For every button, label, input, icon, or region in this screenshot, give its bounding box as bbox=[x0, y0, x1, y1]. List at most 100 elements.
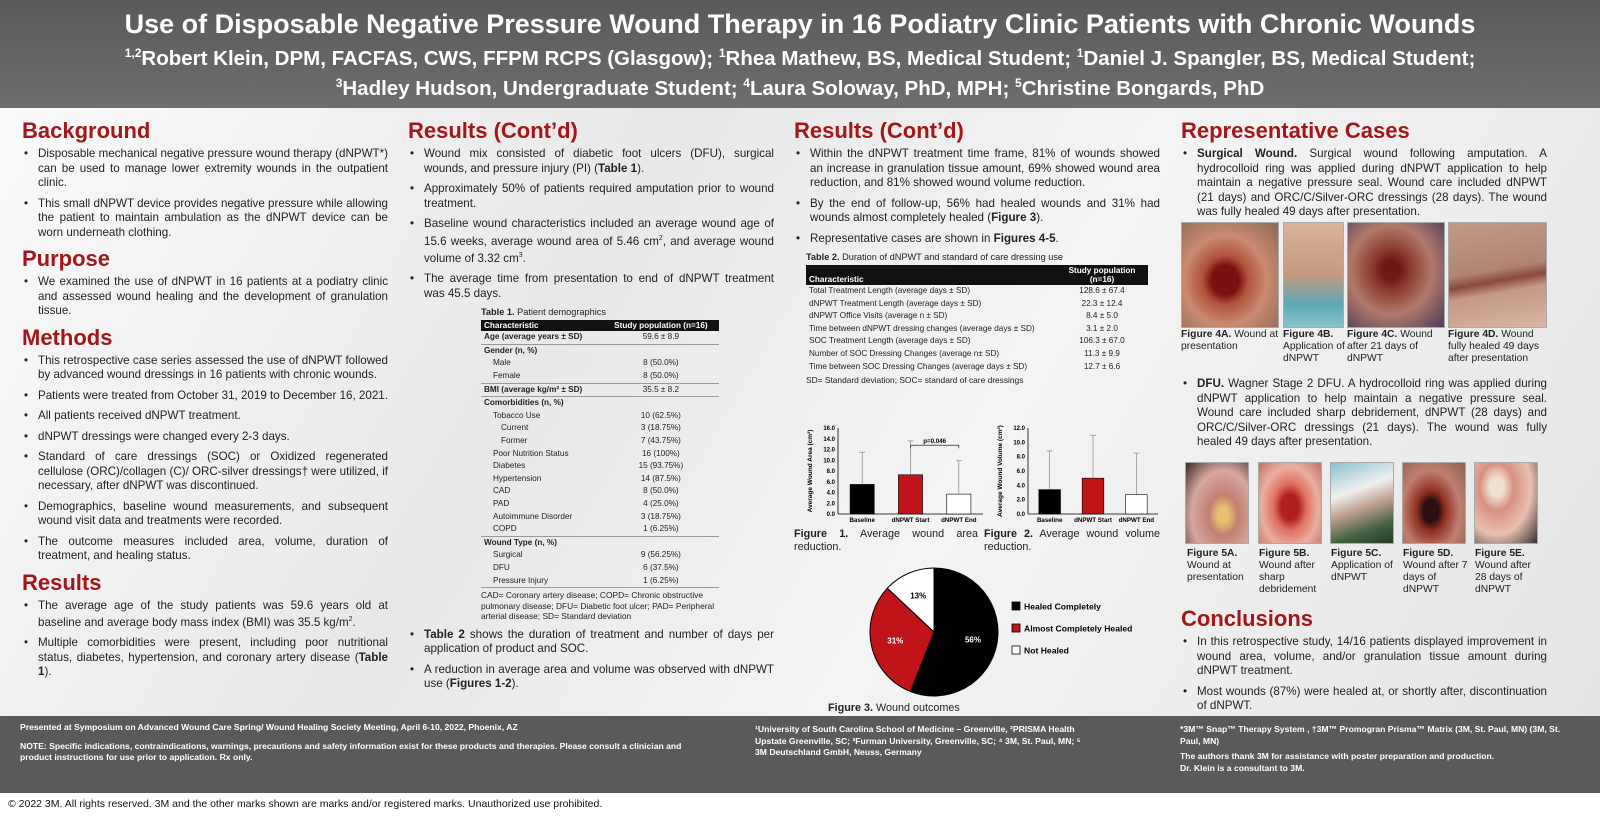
copyright: © 2022 3M. All rights reserved. 3M and t… bbox=[8, 798, 603, 810]
row-label: Female bbox=[481, 370, 603, 384]
row-value: 59.6 ± 8.9 bbox=[602, 331, 719, 345]
wound-photo-4b bbox=[1283, 222, 1344, 328]
caption-label: Figure 2. bbox=[984, 528, 1033, 540]
y-tick-label: 0.0 bbox=[827, 512, 836, 518]
table-1-block: Table 1. Patient demographics Characteri… bbox=[481, 307, 719, 621]
table-row: Pressure Injury 1 (6.25%) bbox=[481, 574, 719, 589]
list-item: dNPWT dressings were changed every 2-3 d… bbox=[22, 430, 388, 445]
row-value: 3 (18.75%) bbox=[640, 511, 681, 521]
table-row: Time between dNPWT dressing changes (ave… bbox=[806, 323, 1148, 336]
column-1: Background Disposable mechanical negativ… bbox=[22, 114, 388, 686]
pie-label: 31% bbox=[887, 637, 903, 646]
results-heading: Results bbox=[22, 569, 102, 595]
caption-label: Figure 5E. bbox=[1475, 548, 1525, 559]
figure-3-caption: Figure 3. Wound outcomes bbox=[828, 702, 1028, 715]
cases-list: Surgical Wound. Surgical wound following… bbox=[1181, 147, 1547, 220]
table-row: Current 3 (18.75%) bbox=[481, 422, 719, 435]
row-label: COPD bbox=[481, 523, 603, 537]
background-heading: Background bbox=[22, 118, 151, 143]
row-label: Surgical bbox=[493, 550, 523, 560]
x-tick-label: dNPWT Start bbox=[1074, 517, 1112, 524]
list-item: The average age of the study patients wa… bbox=[22, 599, 388, 631]
row-label: Male bbox=[493, 358, 511, 368]
fig-4a-caption: Figure 4A. Wound at presentation bbox=[1181, 329, 1279, 353]
p-value-label: p=0.046 bbox=[923, 438, 946, 445]
row-value bbox=[603, 536, 719, 549]
affiliations: ¹University of South Carolina School of … bbox=[755, 724, 1081, 757]
text: Surgical wound following amputation. A h… bbox=[1197, 147, 1547, 218]
table-row: DFU 6 (37.5%) bbox=[481, 562, 719, 575]
row-value: 6 (37.5%) bbox=[643, 562, 679, 572]
row-value: 8 (50.0%) bbox=[602, 370, 719, 384]
pie-label: 13% bbox=[910, 592, 926, 601]
row-value: 35.5 ± 8.2 bbox=[602, 383, 719, 398]
table-2-caption: Table 2. Duration of dNPWT and standard … bbox=[806, 252, 1148, 262]
conclusions-block: Conclusions In this retrospective study,… bbox=[1181, 602, 1547, 720]
text: Wagner Stage 2 DFU. A hydrocolloid ring … bbox=[1197, 377, 1547, 448]
text: The average age of the study patients wa… bbox=[38, 598, 388, 629]
list-item: All patients received dNPWT treatment. bbox=[22, 409, 388, 424]
list-item: Table 2 shows the duration of treatment … bbox=[408, 628, 774, 657]
fig-4d-caption: Figure 4D. Wound fully healed 49 days af… bbox=[1448, 329, 1547, 365]
table-header: Characteristic Study population (n=16) bbox=[806, 265, 1148, 285]
y-tick-label: 10.0 bbox=[823, 458, 835, 464]
wound-photo-5d bbox=[1402, 462, 1466, 544]
footer-right: *3M™ Snap™ Therapy System , †3M™ Promogr… bbox=[1180, 724, 1570, 774]
caption-label: Figure 4A. bbox=[1181, 329, 1232, 340]
row-value: 8 (50.0%) bbox=[643, 358, 679, 368]
authors-line-1: 1,2Robert Klein, DPM, FACFAS, CWS, FFPM … bbox=[0, 41, 1600, 71]
caption-label: Figure 4D. bbox=[1448, 329, 1499, 340]
text: shows the duration of treatment and numb… bbox=[424, 627, 774, 656]
cases-list-2: DFU. Wagner Stage 2 DFU. A hydrocolloid … bbox=[1181, 377, 1547, 456]
row-value: 12.7 ± 6.6 bbox=[1083, 361, 1121, 371]
row-label: dNPWT Office Visits (average n ± SD) bbox=[809, 311, 948, 321]
table-2-body: Total Treatment Length (average days ± S… bbox=[806, 285, 1148, 373]
y-tick-label: 10.0 bbox=[1013, 440, 1025, 446]
author: Rhea Mathew, BS, Medical Student; bbox=[725, 46, 1077, 70]
row-label: Total Treatment Length (average days ± S… bbox=[809, 286, 971, 295]
table-row: Age (average years ± SD) 59.6 ± 8.9 bbox=[481, 331, 719, 345]
sup: 2 bbox=[348, 616, 353, 623]
list-item: Within the dNPWT treatment time frame, 8… bbox=[794, 147, 1160, 191]
row-label: Former bbox=[501, 435, 528, 445]
caption-text: Wound after 21 days of dNPWT bbox=[1347, 329, 1433, 364]
x-tick-label: Baseline bbox=[849, 517, 875, 524]
table-row: Hypertension 14 (87.5%) bbox=[481, 473, 719, 486]
case-label: DFU. bbox=[1197, 377, 1225, 390]
affil-sup: 5 bbox=[1015, 75, 1022, 90]
text: . bbox=[522, 251, 526, 265]
table-row: Wound Type (n, %) bbox=[481, 536, 719, 549]
sup: 3 bbox=[518, 251, 523, 259]
table-ref: Table 2 bbox=[424, 627, 465, 641]
list-item: Wound mix consisted of diabetic foot ulc… bbox=[408, 147, 774, 176]
text: Multiple comorbidities were present, inc… bbox=[38, 636, 388, 664]
figure-3-chart: 56% 31% 13% Healed Completely Almost Complet… bbox=[869, 567, 1132, 697]
text: Wound mix consisted of diabetic foot ulc… bbox=[424, 147, 774, 175]
list-item: Representative cases are shown in Figure… bbox=[794, 232, 1160, 247]
table-row: Female 8 (50.0%) bbox=[481, 370, 719, 384]
disclaimer-note: NOTE: Specific indications, contraindica… bbox=[20, 740, 682, 763]
x-tick-label: dNPWT Start bbox=[892, 517, 930, 524]
y-tick-label: 4.0 bbox=[827, 491, 836, 497]
caption-label: Figure 4B. bbox=[1283, 329, 1334, 340]
table-row: PAD 4 (25.0%) bbox=[481, 498, 719, 511]
list-item: A reduction in average area and volume w… bbox=[408, 663, 774, 692]
caption-text: Application of dNPWT bbox=[1283, 341, 1345, 364]
text: ). bbox=[44, 665, 52, 679]
row-label: DFU bbox=[493, 562, 510, 572]
row-label: PAD bbox=[493, 498, 510, 508]
legend-label: Healed Completely bbox=[1024, 602, 1101, 612]
figure-ref: Figure 3 bbox=[991, 211, 1037, 224]
text: Representative cases are shown in bbox=[810, 231, 994, 245]
poster-title: Use of Disposable Negative Pressure Woun… bbox=[124, 9, 1476, 39]
conclusions-heading: Conclusions bbox=[1181, 606, 1314, 631]
table-row: Former 7 (43.75%) bbox=[481, 435, 719, 448]
author: Christine Bongards, PhD bbox=[1021, 76, 1265, 100]
table-row: SOC Treatment Length (average days ± SD)… bbox=[806, 335, 1148, 348]
table-row: Comorbidities (n, %) bbox=[481, 397, 719, 410]
table-ref: Table 1 bbox=[597, 161, 638, 175]
row-label: CAD bbox=[493, 486, 511, 496]
column-header: Characteristic bbox=[806, 265, 1056, 285]
pie-slice bbox=[909, 567, 999, 697]
table-row: Gender (n, %) bbox=[481, 344, 719, 357]
